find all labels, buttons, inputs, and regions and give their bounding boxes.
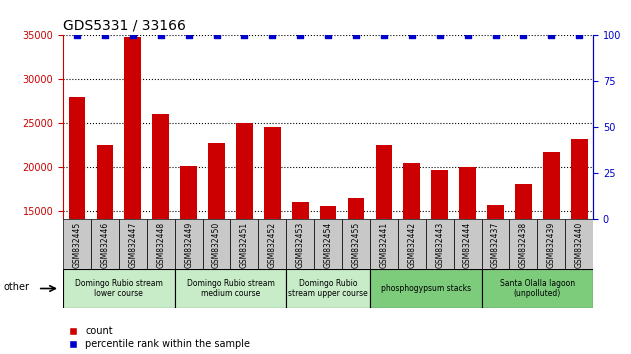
Point: [156, 33, 166, 38]
Bar: [543, 152, 560, 342]
Bar: [571, 139, 587, 342]
Bar: [487, 205, 504, 342]
Point: [435, 33, 445, 38]
Text: GSM832452: GSM832452: [268, 222, 277, 268]
Text: GSM832439: GSM832439: [547, 222, 556, 268]
FancyBboxPatch shape: [565, 219, 593, 269]
Point: [379, 33, 389, 38]
FancyBboxPatch shape: [538, 219, 565, 269]
Text: Santa Olalla lagoon
(unpolluted): Santa Olalla lagoon (unpolluted): [500, 279, 575, 298]
Bar: [69, 97, 85, 342]
Point: [490, 33, 500, 38]
Point: [268, 33, 278, 38]
Bar: [459, 167, 476, 342]
FancyBboxPatch shape: [203, 219, 230, 269]
Text: GSM832454: GSM832454: [324, 222, 333, 268]
Point: [546, 33, 557, 38]
Point: [211, 33, 221, 38]
FancyBboxPatch shape: [119, 219, 147, 269]
Text: GDS5331 / 33166: GDS5331 / 33166: [63, 19, 186, 33]
Text: GSM832450: GSM832450: [212, 222, 221, 268]
FancyBboxPatch shape: [314, 219, 342, 269]
Point: [351, 33, 361, 38]
FancyBboxPatch shape: [509, 219, 538, 269]
Bar: [375, 145, 392, 342]
Text: GSM832442: GSM832442: [408, 222, 416, 268]
FancyBboxPatch shape: [342, 219, 370, 269]
Point: [407, 33, 417, 38]
Point: [184, 33, 194, 38]
Bar: [208, 143, 225, 342]
FancyBboxPatch shape: [63, 219, 91, 269]
Text: GSM832453: GSM832453: [296, 222, 305, 268]
Bar: [432, 170, 448, 342]
Bar: [180, 166, 197, 342]
FancyBboxPatch shape: [230, 219, 258, 269]
FancyBboxPatch shape: [258, 219, 286, 269]
FancyBboxPatch shape: [370, 219, 398, 269]
FancyBboxPatch shape: [147, 219, 175, 269]
Point: [100, 33, 110, 38]
Text: GSM832447: GSM832447: [128, 222, 138, 268]
FancyBboxPatch shape: [286, 269, 370, 308]
FancyBboxPatch shape: [426, 219, 454, 269]
Point: [323, 33, 333, 38]
Text: GSM832455: GSM832455: [351, 222, 360, 268]
Text: Domingo Rubio
stream upper course: Domingo Rubio stream upper course: [288, 279, 368, 298]
Text: GSM832438: GSM832438: [519, 222, 528, 268]
FancyBboxPatch shape: [481, 269, 593, 308]
FancyBboxPatch shape: [175, 269, 286, 308]
Bar: [152, 114, 169, 342]
Point: [128, 33, 138, 38]
Bar: [264, 127, 281, 342]
Bar: [515, 184, 532, 342]
Bar: [124, 37, 141, 342]
Text: phosphogypsum stacks: phosphogypsum stacks: [380, 284, 471, 293]
Point: [239, 33, 249, 38]
FancyBboxPatch shape: [370, 269, 481, 308]
FancyBboxPatch shape: [63, 269, 175, 308]
FancyBboxPatch shape: [91, 219, 119, 269]
Bar: [97, 145, 114, 342]
Text: GSM832437: GSM832437: [491, 222, 500, 268]
Bar: [236, 123, 253, 342]
Text: GSM832440: GSM832440: [575, 222, 584, 268]
Text: GSM832441: GSM832441: [379, 222, 389, 268]
Text: Domingo Rubio stream
lower course: Domingo Rubio stream lower course: [75, 279, 163, 298]
FancyBboxPatch shape: [481, 219, 509, 269]
Bar: [403, 162, 420, 342]
FancyBboxPatch shape: [286, 219, 314, 269]
FancyBboxPatch shape: [454, 219, 481, 269]
Point: [518, 33, 528, 38]
Point: [463, 33, 473, 38]
Point: [72, 33, 82, 38]
Text: GSM832446: GSM832446: [100, 222, 109, 268]
Text: Domingo Rubio stream
medium course: Domingo Rubio stream medium course: [187, 279, 274, 298]
Text: other: other: [3, 281, 29, 292]
Text: GSM832449: GSM832449: [184, 222, 193, 268]
Point: [295, 33, 305, 38]
Legend: count, percentile rank within the sample: count, percentile rank within the sample: [68, 326, 251, 349]
Text: GSM832451: GSM832451: [240, 222, 249, 268]
Bar: [320, 206, 336, 342]
FancyBboxPatch shape: [175, 219, 203, 269]
Text: GSM832448: GSM832448: [156, 222, 165, 268]
Bar: [348, 198, 364, 342]
Text: GSM832443: GSM832443: [435, 222, 444, 268]
FancyBboxPatch shape: [398, 219, 426, 269]
Bar: [292, 202, 309, 342]
Text: GSM832444: GSM832444: [463, 222, 472, 268]
Text: GSM832445: GSM832445: [73, 222, 81, 268]
Point: [574, 33, 584, 38]
